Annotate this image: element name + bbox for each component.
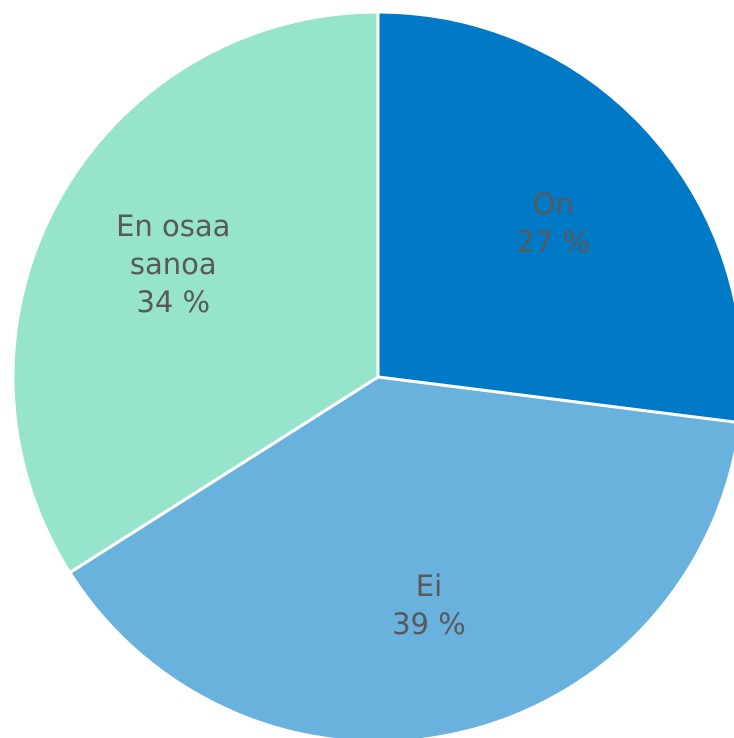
slice-label: Ei 39 %	[339, 567, 519, 643]
slice-label: En osaa sanoa 34 %	[83, 207, 263, 321]
category-label: En osaa sanoa	[116, 209, 231, 282]
category-label: On	[532, 186, 574, 221]
pie-slice	[11, 10, 380, 575]
value-label: 39 %	[392, 606, 466, 641]
value-label: 34 %	[136, 285, 211, 320]
value-label: 27 %	[516, 224, 591, 259]
category-label: Ei	[415, 568, 443, 603]
pie-slice	[376, 10, 734, 424]
slice-label: On 27 %	[463, 185, 643, 261]
